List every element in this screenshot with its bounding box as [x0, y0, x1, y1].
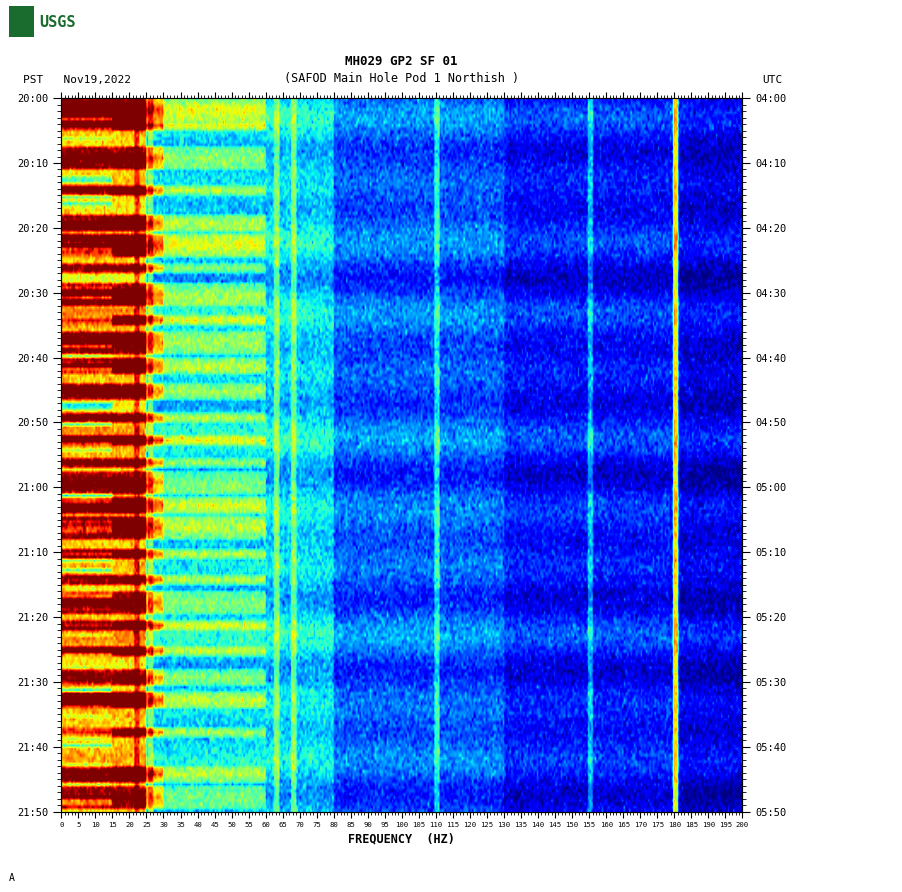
Text: PST   Nov19,2022: PST Nov19,2022 [23, 75, 131, 85]
Text: MH029 GP2 SF 01: MH029 GP2 SF 01 [345, 54, 457, 68]
Text: (SAFOD Main Hole Pod 1 Northish ): (SAFOD Main Hole Pod 1 Northish ) [284, 71, 519, 85]
FancyBboxPatch shape [9, 6, 34, 37]
X-axis label: FREQUENCY  (HZ): FREQUENCY (HZ) [348, 832, 456, 846]
Text: A: A [9, 873, 15, 883]
Text: USGS: USGS [40, 15, 76, 29]
Text: UTC: UTC [762, 75, 782, 85]
